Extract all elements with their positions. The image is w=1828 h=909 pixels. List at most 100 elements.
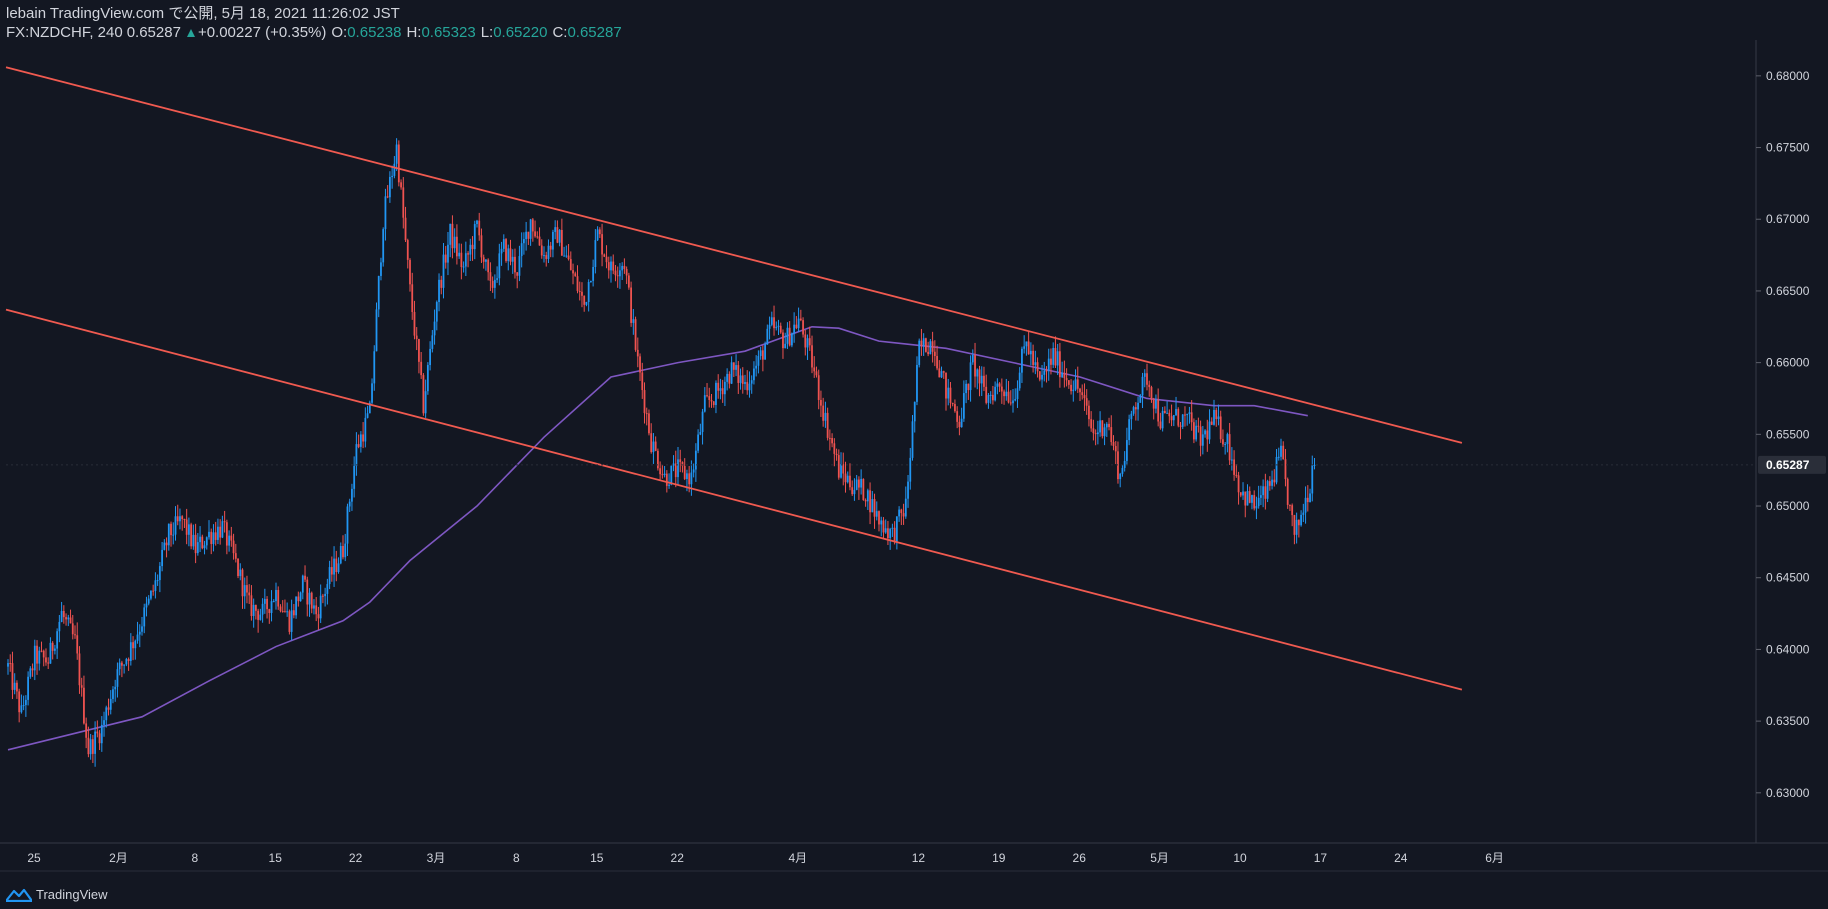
candle-body <box>516 272 519 276</box>
candle-body <box>878 511 880 525</box>
candle-body <box>699 431 702 435</box>
candle-body <box>326 584 329 594</box>
bull-candle <box>1005 378 1008 401</box>
bull-candle <box>326 578 329 605</box>
symbol-label[interactable]: FX:NZDCHF, 240 <box>6 24 123 41</box>
bear-candle <box>623 258 626 274</box>
bull-candle <box>319 584 322 624</box>
candle-body <box>730 362 733 384</box>
candle-body <box>1103 427 1106 437</box>
bear-candle <box>549 241 552 258</box>
candle-body <box>1213 409 1215 425</box>
candle-body <box>330 567 333 575</box>
bull-candle <box>719 378 722 400</box>
bear-candle <box>420 351 423 379</box>
bull-candle <box>275 582 277 610</box>
bear-candle <box>1282 441 1285 460</box>
candle-body <box>368 402 371 414</box>
channel-lower-line[interactable] <box>5 308 1463 691</box>
time-axis[interactable]: 25 2月 8 15 22 3月 8 15 22 4月 12 19 26 5月 10 17 24 6月 <box>27 851 1504 865</box>
bull-candle <box>344 533 347 562</box>
candle-body <box>610 261 612 271</box>
candle-body <box>138 631 141 635</box>
bear-candle <box>1163 406 1166 414</box>
bear-candle <box>330 556 333 582</box>
bear-candle <box>683 458 686 481</box>
candle-body <box>62 610 65 618</box>
bull-candle <box>114 679 117 702</box>
bull-candle <box>690 460 693 496</box>
bear-candle <box>489 262 492 291</box>
candle-body <box>1242 491 1244 496</box>
candle-body <box>156 580 159 582</box>
bear-candle <box>194 523 197 564</box>
candle-body <box>292 610 295 616</box>
bear-candle <box>572 263 574 285</box>
candle-body <box>94 731 96 754</box>
bear-candle <box>645 407 648 426</box>
channel-upper-line[interactable] <box>5 66 1463 444</box>
candle-body <box>1007 391 1010 403</box>
bull-candle <box>1224 442 1227 455</box>
candle-body <box>87 737 90 755</box>
bull-candle <box>759 346 762 360</box>
bull-candle <box>364 407 367 448</box>
bear-candle <box>91 735 94 764</box>
bear-candle <box>16 680 18 699</box>
bull-candle <box>715 380 717 414</box>
candle-body <box>1246 491 1249 506</box>
bull-candle <box>1119 472 1122 488</box>
candle-body <box>1228 434 1231 461</box>
bear-candle <box>83 675 85 725</box>
brand-label[interactable]: TradingView <box>36 887 108 902</box>
bear-candle <box>817 369 820 410</box>
bear-candle <box>456 224 458 265</box>
candle-body <box>518 256 521 276</box>
bull-candle <box>208 520 210 540</box>
bear-candle <box>534 220 536 238</box>
candle-body <box>246 585 248 593</box>
candle-body <box>543 255 545 257</box>
candle-body <box>22 705 25 707</box>
bear-candle <box>214 521 217 546</box>
candle-body <box>1208 421 1211 440</box>
bear-candle <box>315 597 318 622</box>
bear-candle <box>641 362 644 399</box>
bull-candle <box>174 506 177 541</box>
bear-candle <box>1065 368 1068 387</box>
bear-candle <box>1233 450 1235 481</box>
candle-body <box>1300 514 1302 526</box>
bear-candle <box>1222 429 1224 447</box>
bear-candle <box>710 394 713 408</box>
bear-candle <box>74 625 76 639</box>
bear-candle <box>1117 441 1119 484</box>
bull-candle <box>1251 494 1253 510</box>
bull-candle <box>518 245 521 282</box>
candle-body <box>449 223 452 245</box>
candle-body <box>1291 505 1294 516</box>
bull-candle <box>871 490 874 513</box>
candle-body <box>208 531 210 538</box>
bear-candle <box>255 604 257 620</box>
candle-body <box>802 320 804 335</box>
trend-channel[interactable] <box>5 66 1463 691</box>
candle-body <box>853 489 856 495</box>
bull-candle <box>699 423 702 436</box>
candle-body <box>842 464 845 474</box>
tradingview-logo-icon <box>6 888 32 902</box>
candle-body <box>1059 351 1061 378</box>
bear-candle <box>1032 344 1034 373</box>
candle-body <box>438 279 440 303</box>
price-axis[interactable]: 0.68000 0.67500 0.67000 0.66500 0.66000 0.655… <box>6 69 1826 800</box>
candle-body <box>875 511 878 517</box>
bear-candle <box>237 558 239 579</box>
bear-candle <box>190 522 193 550</box>
candle-body <box>357 444 360 447</box>
candle-body <box>306 579 309 605</box>
candle-body <box>263 598 266 604</box>
candle-body <box>1193 422 1195 440</box>
candle-body <box>1248 491 1251 503</box>
candle-body <box>1168 412 1171 417</box>
candle-body <box>161 549 163 567</box>
